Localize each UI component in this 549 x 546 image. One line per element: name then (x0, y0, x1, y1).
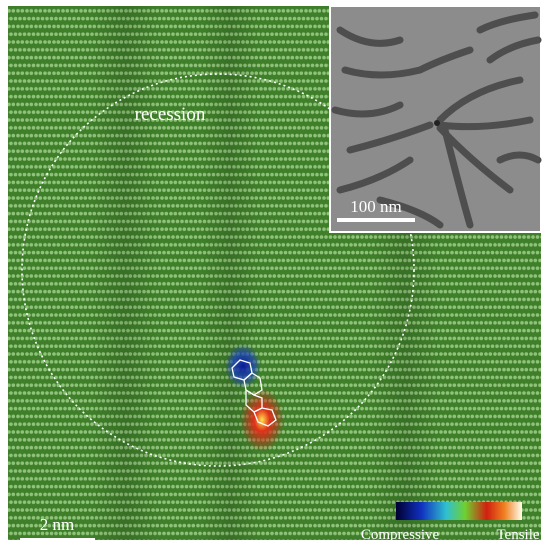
scale-label: 2 nm (40, 515, 74, 534)
shade (200, 6, 260, 540)
compressive-region (225, 344, 261, 388)
image: recession 100 nm 2 nm Compressive Tensil… (0, 0, 549, 546)
colorbar-high-label: Tensile (496, 527, 539, 543)
shade (370, 230, 440, 540)
inset: 100 nm (330, 6, 541, 232)
colorbar-low-label: Compressive (361, 527, 440, 543)
inset-scale-label: 100 nm (350, 197, 401, 216)
scale-bar (20, 538, 95, 542)
annotation: recession (135, 104, 206, 125)
colorbar (396, 502, 522, 520)
shade (90, 6, 160, 540)
figure: recession 100 nm 2 nm Compressive Tensil… (0, 0, 549, 546)
